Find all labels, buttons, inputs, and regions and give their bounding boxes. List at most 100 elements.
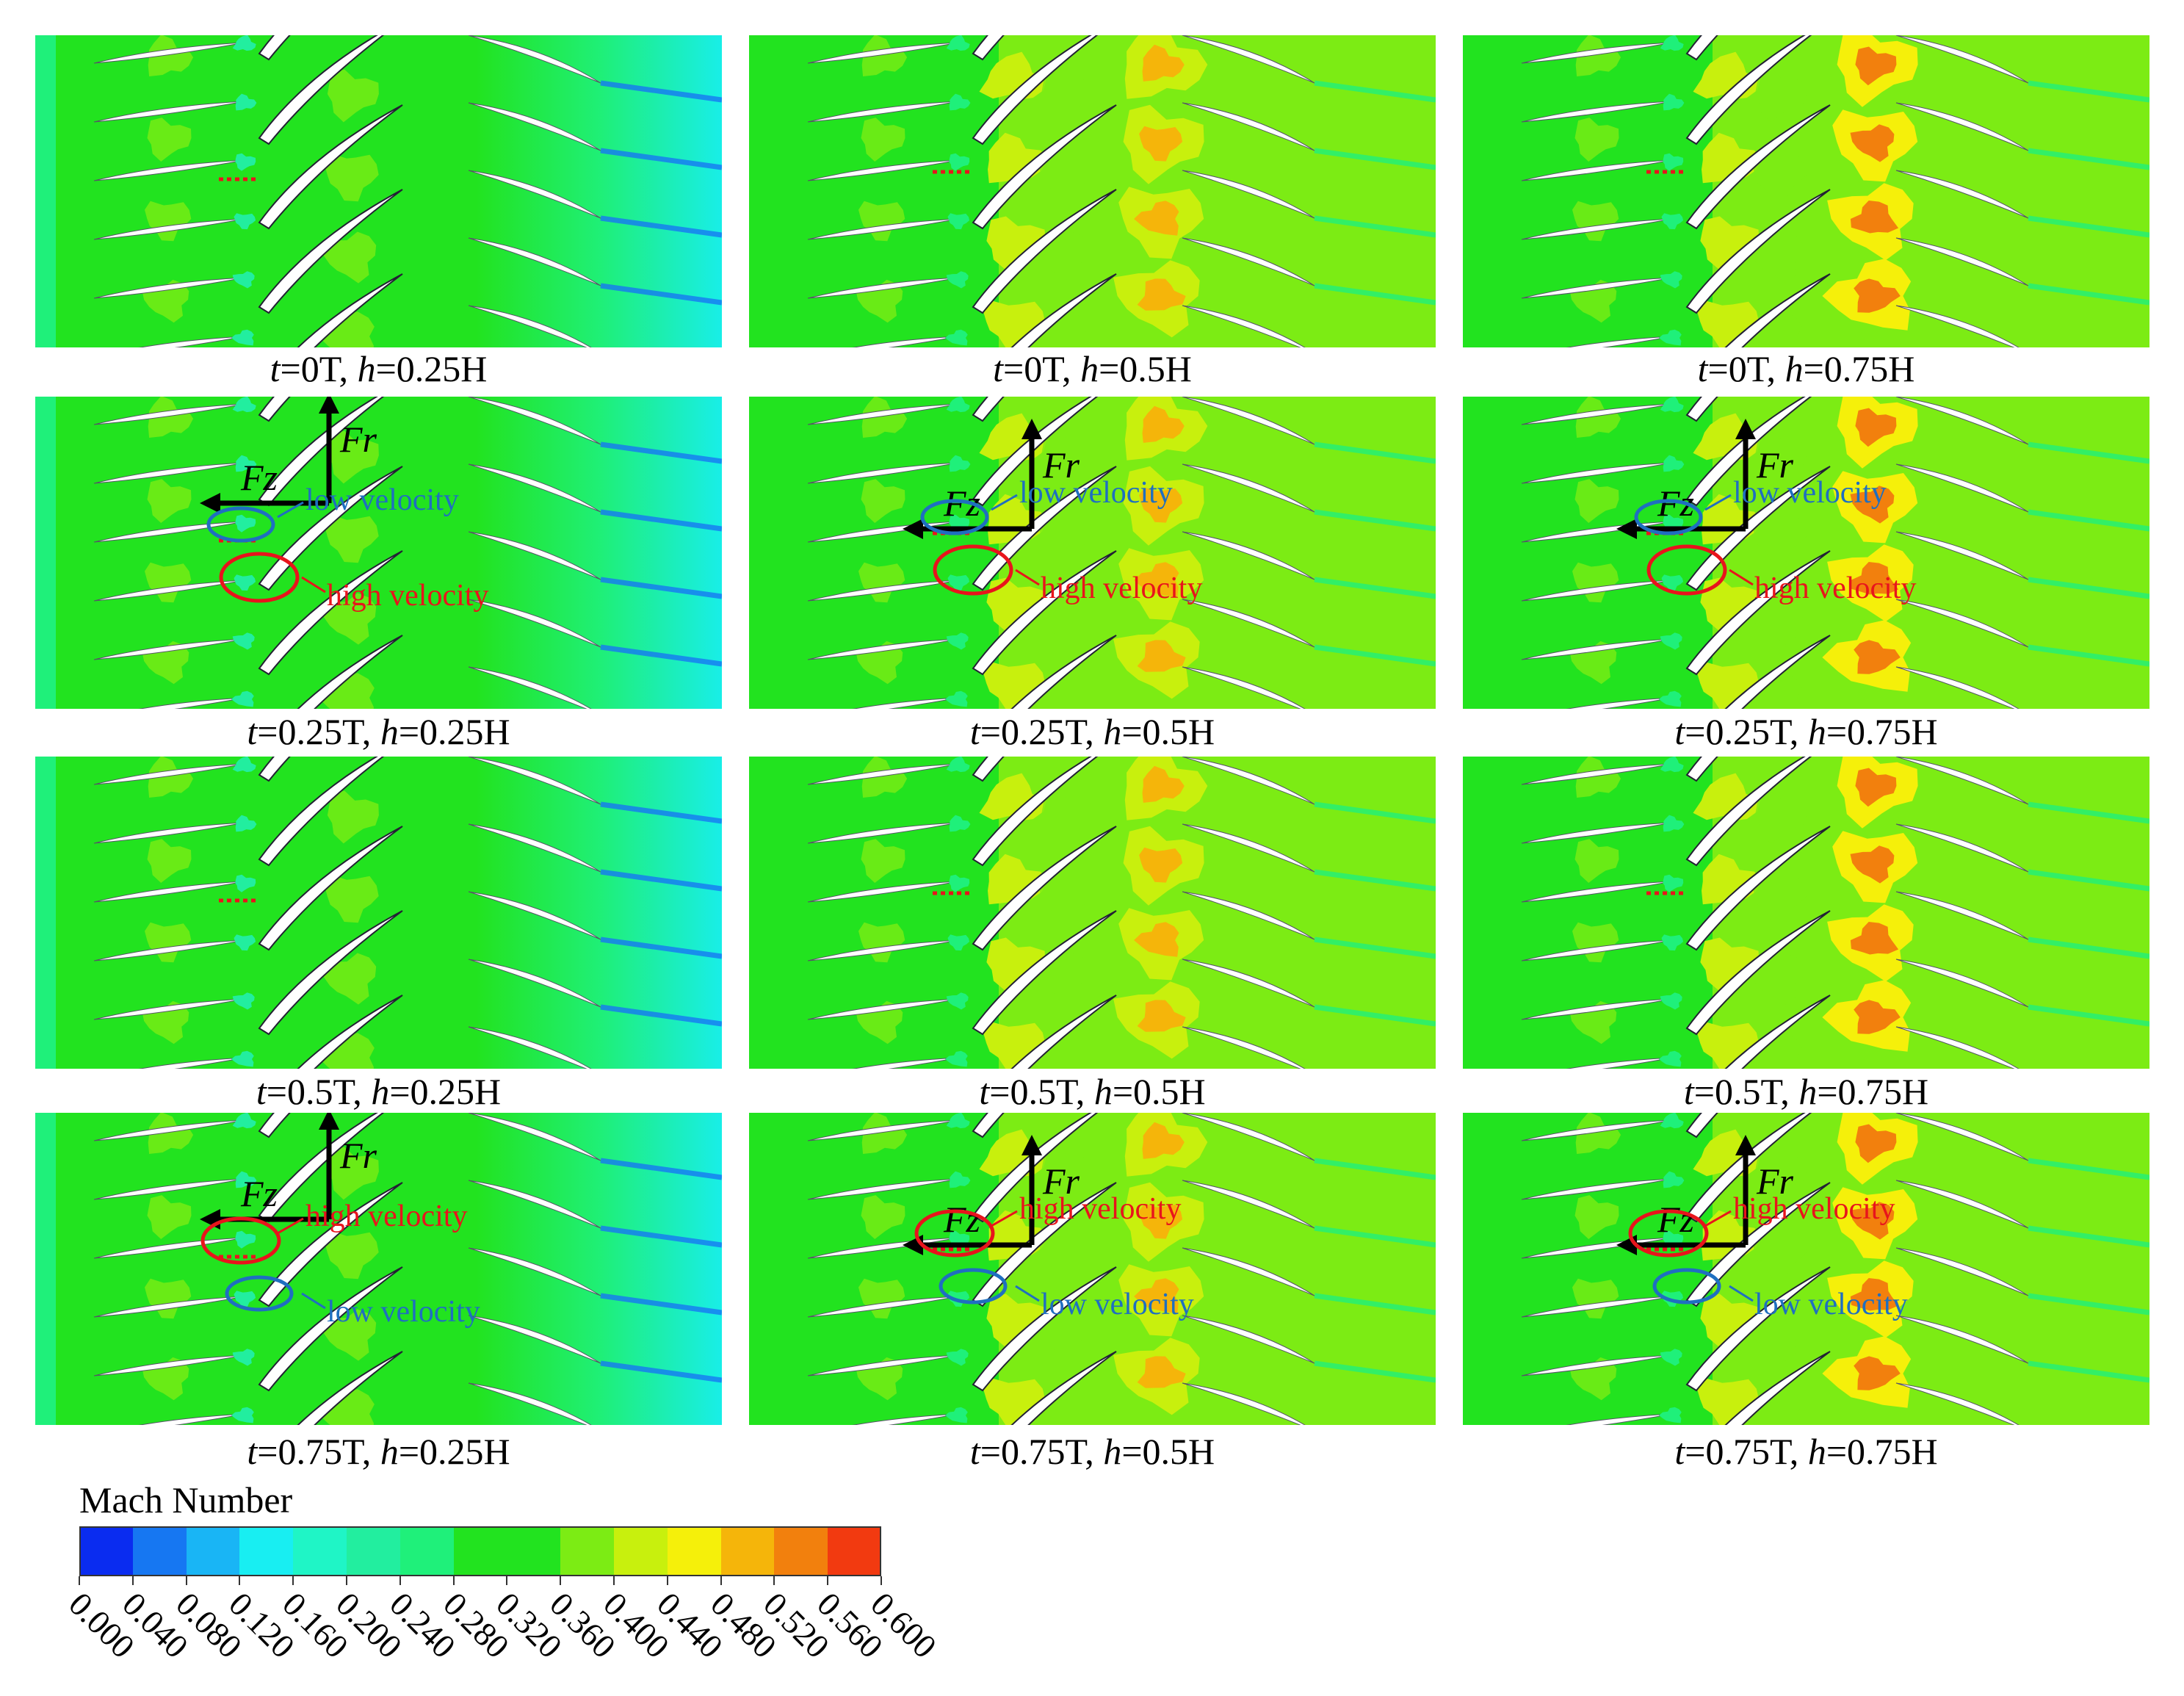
downstream-blade (468, 666, 592, 709)
rotor-blade (972, 35, 1005, 61)
rotor-blade (1685, 35, 1812, 145)
colorbar-tick (79, 1576, 80, 1585)
downstream-blade (1182, 1382, 1306, 1425)
panel-caption: t=0.25T, h=0.5H (969, 711, 1215, 752)
rotor-blade (297, 995, 403, 1069)
rotor-blade (1724, 273, 1831, 347)
fz-label: Fz (943, 1199, 980, 1240)
contour-panel (749, 757, 1436, 1069)
bottom-ellipse-label: high velocity (327, 579, 488, 613)
colorbar-tick (346, 1576, 347, 1585)
rotor-blade (1685, 397, 1812, 507)
top-ellipse-label: low velocity (1733, 476, 1887, 510)
colorbar-bin (399, 1526, 455, 1576)
low-velocity-ellipse (1634, 499, 1703, 535)
rotor-blade (258, 104, 403, 230)
rotor-blade (258, 1266, 403, 1392)
rotor-blade (1685, 757, 1718, 782)
contour-panel (35, 757, 722, 1069)
contour-panel: Fr Fz high velocity low velocity (1463, 1113, 2149, 1425)
colorbar-tick (560, 1576, 562, 1585)
rotor-blade (1685, 397, 1718, 422)
rotor-blade (258, 397, 291, 422)
rotor-blade (258, 1182, 403, 1307)
bottom-ellipse-label: low velocity (327, 1295, 480, 1329)
colorbar-tick (399, 1576, 401, 1585)
rotor-blade (1685, 550, 1831, 676)
contour-panel: Fr Fz low velocity high velocity (35, 397, 722, 709)
fr-label: Fr (339, 1135, 377, 1176)
top-ellipse-label: low velocity (1019, 476, 1173, 510)
fr-label: Fr (1756, 444, 1794, 486)
high-velocity-ellipse (933, 544, 1013, 596)
fr-label: Fr (1042, 1161, 1080, 1202)
colorbar-tick (292, 1576, 294, 1585)
legend-title: Mach Number (79, 1479, 293, 1520)
colorbar-bin (132, 1526, 187, 1576)
rotor-blade (1724, 635, 1831, 709)
colorbar-tick (773, 1576, 775, 1585)
rotor-blade (1685, 1182, 1831, 1307)
rotor-blade (297, 1351, 403, 1425)
rotor-blade (258, 1113, 385, 1223)
high-velocity-ellipse (200, 1216, 281, 1265)
panel-caption: t=0.5T, h=0.5H (979, 1071, 1206, 1112)
bottom-ellipse-label: high velocity (1041, 571, 1202, 605)
contour-panel: Fr Fz high velocity low velocity (749, 1113, 1436, 1425)
colorbar-tick (452, 1576, 455, 1585)
rotor-blade (972, 397, 1005, 422)
high-velocity-ellipse (914, 1209, 995, 1257)
rotor-blade (258, 397, 385, 507)
rotor-blade (972, 189, 1117, 314)
colorbar-bin (560, 1526, 615, 1576)
colorbar-tick (185, 1576, 187, 1585)
panel-caption: t=0.75T, h=0.25H (247, 1431, 510, 1472)
colorbar-tick (131, 1576, 134, 1585)
colorbar-tick (881, 1576, 882, 1585)
colorbar-bin (774, 1526, 828, 1576)
rotor-blade (1010, 995, 1117, 1069)
colorbar-bin (453, 1526, 507, 1576)
rotor-blade (1010, 1351, 1117, 1425)
rotor-blade (1685, 1266, 1831, 1392)
fz-label: Fz (240, 457, 278, 498)
high-velocity-ellipse (1628, 1209, 1709, 1257)
rotor-blade (972, 910, 1117, 1036)
top-ellipse-label: high velocity (1733, 1192, 1895, 1226)
downstream-blade (468, 1382, 592, 1425)
rotor-blade (258, 550, 403, 676)
rotor-blade (972, 397, 1099, 507)
rotor-blade (972, 757, 1005, 782)
colorbar-tick (613, 1576, 615, 1585)
fz-label: Fz (1657, 1199, 1694, 1240)
panel-caption: t=0.5T, h=0.75H (1683, 1071, 1929, 1112)
colorbar-bin (720, 1526, 775, 1576)
colorbar-frame (79, 1526, 881, 1576)
fr-label: Fr (339, 419, 377, 460)
panel-caption: t=0T, h=0.25H (270, 348, 488, 389)
low-velocity-ellipse (206, 506, 275, 543)
top-ellipse-label: low velocity (305, 483, 459, 517)
rotor-blade (1685, 35, 1718, 61)
rotor-blade (1685, 1113, 1812, 1223)
bottom-ellipse-label: low velocity (1041, 1288, 1194, 1321)
panel-caption: t=0.25T, h=0.25H (247, 711, 510, 752)
rotor-blade (972, 1266, 1117, 1392)
fr-label: Fr (1042, 444, 1080, 486)
contour-panel (1463, 757, 2149, 1069)
colorbar-tick (666, 1576, 668, 1585)
contour-panel: Fr Fz high velocity low velocity (35, 1113, 722, 1425)
colorbar-bin (239, 1526, 294, 1576)
colorbar-bin (828, 1526, 882, 1576)
rotor-blade (258, 466, 403, 591)
panel-caption: t=0.75T, h=0.5H (969, 1431, 1215, 1472)
colorbar-bin (347, 1526, 401, 1576)
rotor-blade (972, 1113, 1099, 1223)
low-velocity-ellipse (920, 499, 989, 535)
rotor-blade (1010, 273, 1117, 347)
rotor-blade (258, 35, 385, 145)
rotor-blade (1724, 1351, 1831, 1425)
rotor-blade (1685, 1113, 1718, 1139)
rotor-blade (1010, 635, 1117, 709)
